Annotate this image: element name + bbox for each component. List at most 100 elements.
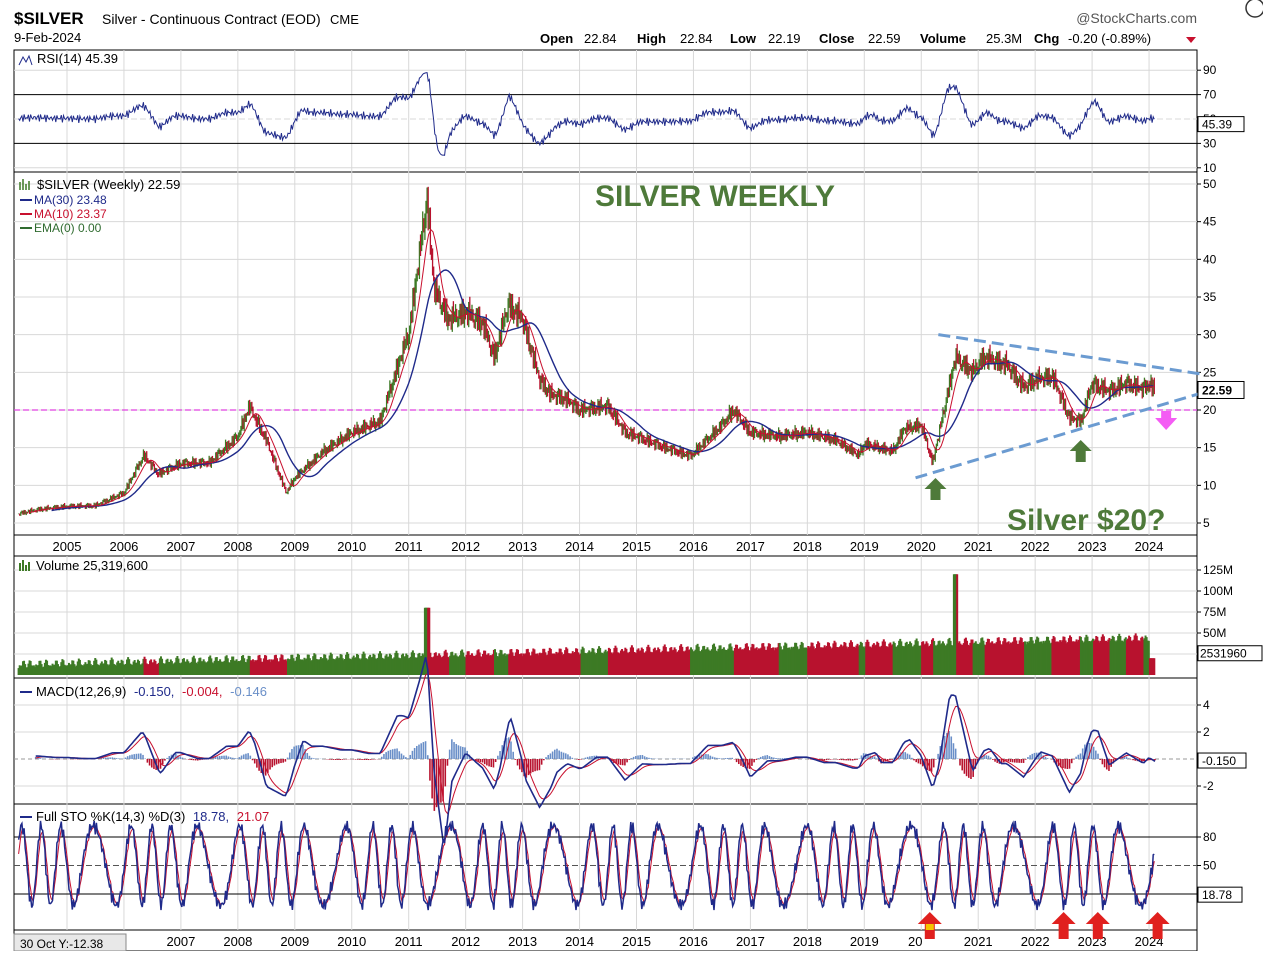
panels: 2005 2006 2007 2008 2009 2010 2011 2012 2013 2014… bbox=[13, 49, 1263, 952]
x-tick-label: 2020 bbox=[907, 539, 936, 554]
sto-tick-label: 50 bbox=[1203, 859, 1217, 873]
rsi-series bbox=[18, 72, 1155, 156]
low-label: Low bbox=[730, 31, 757, 46]
x-tick-label: 2006 bbox=[109, 539, 138, 554]
bottom-x-tick-label: 2007 bbox=[166, 934, 195, 949]
rsi-tick-label: 30 bbox=[1203, 136, 1217, 150]
sto-d-value: 21.07 bbox=[237, 809, 270, 824]
volume-tick-label: 75M bbox=[1203, 605, 1226, 619]
silver-20-annotation: Silver $20? bbox=[1007, 504, 1165, 537]
price-value-tag: 22.59 bbox=[1202, 383, 1232, 397]
bottom-x-tick-label: 2017 bbox=[736, 934, 765, 949]
price-panel-frame bbox=[13, 171, 1198, 536]
macd-value-tag-box bbox=[1197, 752, 1247, 769]
magenta-down-arrow-icon bbox=[1155, 411, 1178, 430]
x-tick-label: 2012 bbox=[451, 539, 480, 554]
high-label: High bbox=[637, 31, 666, 46]
rsi-label: RSI(14) 45.39 bbox=[37, 51, 118, 66]
volume-label-text: Volume 25,319,600 bbox=[36, 558, 148, 573]
rsi-panel-frame bbox=[13, 49, 1198, 173]
price-tick-label: 10 bbox=[1203, 478, 1217, 492]
sto-k-value: 18.78, bbox=[193, 809, 229, 824]
volume-value: 25.3M bbox=[986, 31, 1022, 46]
macd-line bbox=[35, 657, 1156, 844]
macd-tick-label: 4 bbox=[1203, 698, 1210, 712]
bottom-x-tick-label: 2016 bbox=[679, 934, 708, 949]
bottom-x-tick-label: 2019 bbox=[850, 934, 879, 949]
price-tick-label: 50 bbox=[1203, 177, 1217, 191]
symbol-title: $SILVER bbox=[14, 9, 84, 28]
sto-value-tag-box bbox=[1197, 886, 1243, 903]
price-tick-label: 40 bbox=[1203, 252, 1217, 266]
price-value-tag-box bbox=[1197, 380, 1245, 399]
rsi-tick-label: 10 bbox=[1203, 161, 1217, 175]
macd-label: MACD(12,26,9) -0.150, -0.004, -0.146 bbox=[36, 684, 267, 699]
macd-tick-label: 2 bbox=[1203, 725, 1210, 739]
price-tick-label: 15 bbox=[1203, 441, 1217, 455]
price-label: $SILVER (Weekly) 22.59 bbox=[37, 177, 180, 192]
sto-panel-frame bbox=[13, 803, 1198, 931]
bottom-x-tick-label: 2014 bbox=[565, 934, 594, 949]
macd-value-2: -0.004, bbox=[182, 684, 222, 699]
volume-value-tag-box bbox=[1197, 645, 1263, 662]
x-tick-label: 2019 bbox=[850, 539, 879, 554]
x-tick-label: 2016 bbox=[679, 539, 708, 554]
cursor-readout: 30 Oct Y:-12.38 bbox=[20, 937, 103, 951]
legend-entry: EMA(0) 0.00 bbox=[34, 221, 102, 235]
silver-weekly-annotation: SILVER WEEKLY bbox=[595, 180, 835, 213]
price-tick-label: 25 bbox=[1203, 365, 1217, 379]
close-icon[interactable] bbox=[1245, 0, 1263, 18]
price-bars bbox=[17, 186, 1155, 516]
volume-tick-label: 125M bbox=[1203, 563, 1233, 577]
macd-value-3: -0.146 bbox=[230, 684, 267, 699]
x-tick-label: 2007 bbox=[166, 539, 195, 554]
bottom-x-tick-label: 2015 bbox=[622, 934, 651, 949]
bottom-x-tick-label: 2013 bbox=[508, 934, 537, 949]
sto-series bbox=[17, 820, 1155, 911]
volume-tick-label: 50M bbox=[1203, 626, 1226, 640]
x-tick-label: 2022 bbox=[1021, 539, 1050, 554]
volume-value-tag: 2531960 bbox=[1200, 647, 1247, 661]
x-tick-label: 2024 bbox=[1135, 539, 1164, 554]
header-band bbox=[0, 0, 1263, 50]
red-up-arrow-icon bbox=[1051, 912, 1076, 939]
bottom-x-tick-label: 2021 bbox=[964, 934, 993, 949]
macd-panel-frame bbox=[13, 677, 1198, 805]
sto-k-line bbox=[17, 820, 1155, 911]
x-tick-label: 2008 bbox=[223, 539, 252, 554]
volume-bars bbox=[17, 574, 1156, 675]
x-tick-label: 2010 bbox=[337, 539, 366, 554]
trendline bbox=[915, 391, 1201, 480]
chg-label: Chg bbox=[1034, 31, 1059, 46]
exchange-label: CME bbox=[330, 12, 359, 27]
price-tick-label: 5 bbox=[1203, 516, 1210, 530]
bottom-x-tick-label: 2011 bbox=[395, 934, 423, 949]
rsi-tick-label: 90 bbox=[1203, 63, 1217, 77]
red-up-arrow-icon bbox=[1085, 912, 1110, 939]
legend-entry: MA(10) 23.37 bbox=[34, 207, 107, 221]
macd-value-1: -0.150, bbox=[134, 684, 174, 699]
green-up-arrow-icon bbox=[1069, 440, 1092, 462]
x-tick-label: 2021 bbox=[964, 539, 993, 554]
bottom-x-tick-label: 2022 bbox=[1021, 934, 1050, 949]
x-tick-label: 2014 bbox=[565, 539, 594, 554]
low-value: 22.19 bbox=[768, 31, 801, 46]
x-tick-label: 2018 bbox=[793, 539, 822, 554]
volume-label: Volume bbox=[920, 31, 966, 46]
sto-label: Full STO %K(14,3) %D(3) 18.78, 21.07 bbox=[36, 809, 269, 824]
x-axis-strip bbox=[13, 534, 1198, 557]
bottom-x-tick-label: 2010 bbox=[337, 934, 366, 949]
ma10-line bbox=[29, 228, 1154, 513]
x-tick-label: 2023 bbox=[1078, 539, 1107, 554]
macd-value-tag: -0.150 bbox=[1202, 754, 1236, 768]
price-tick-label: 20 bbox=[1203, 403, 1217, 417]
price-tick-label: 35 bbox=[1203, 290, 1217, 304]
x-tick-label: 2011 bbox=[395, 539, 423, 554]
high-value: 22.84 bbox=[680, 31, 713, 46]
price-bars-icon bbox=[19, 179, 30, 190]
chg-value: -0.20 (-0.89%) bbox=[1068, 31, 1151, 46]
bottom-x-tick-label: 2018 bbox=[793, 934, 822, 949]
green-up-arrow-icon bbox=[924, 478, 947, 500]
stockcharts-brand: @StockCharts.com bbox=[1076, 10, 1197, 26]
